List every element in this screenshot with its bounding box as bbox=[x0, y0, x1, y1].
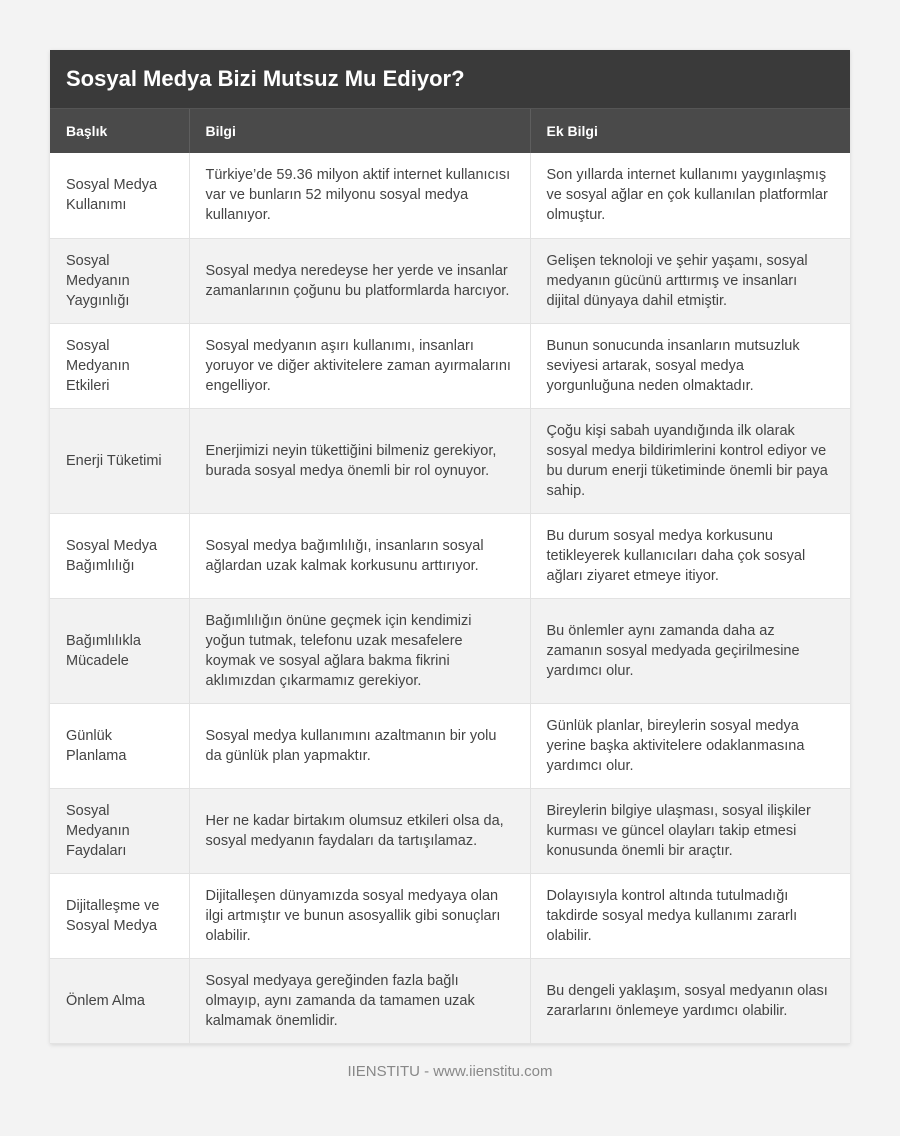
table-row: Sosyal Medya Kullanımı Türkiye’de 59.36 … bbox=[50, 153, 850, 239]
cell-baslik: Sosyal Medyanın Yaygınlığı bbox=[50, 238, 190, 324]
cell-ek-bilgi: Çoğu kişi sabah uyandığında ilk olarak s… bbox=[530, 408, 850, 514]
cell-bilgi: Enerjimizi neyin tükettiğini bilmeniz ge… bbox=[189, 408, 531, 514]
cell-ek-bilgi: Bireylerin bilgiye ulaşması, sosyal iliş… bbox=[530, 788, 850, 874]
cell-bilgi: Sosyal medya kullanımını azaltmanın bir … bbox=[189, 703, 531, 789]
content-card: Sosyal Medya Bizi Mutsuz Mu Ediyor? Başl… bbox=[50, 50, 850, 1044]
table-row: Önlem Alma Sosyal medyaya gereğinden faz… bbox=[50, 958, 850, 1044]
cell-baslik: Bağımlılıkla Mücadele bbox=[50, 598, 190, 704]
cell-baslik: Sosyal Medyanın Faydaları bbox=[50, 788, 190, 874]
cell-ek-bilgi: Gelişen teknoloji ve şehir yaşamı, sosya… bbox=[530, 238, 850, 324]
cell-baslik: Önlem Alma bbox=[50, 958, 190, 1044]
cell-ek-bilgi: Bu önlemler aynı zamanda daha az zamanın… bbox=[530, 598, 850, 704]
cell-ek-bilgi: Son yıllarda internet kullanımı yaygınla… bbox=[530, 153, 850, 239]
table-row: Günlük Planlama Sosyal medya kullanımını… bbox=[50, 703, 850, 789]
table-header-row: Başlık Bilgi Ek Bilgi bbox=[50, 109, 850, 153]
cell-bilgi: Her ne kadar birtakım olumsuz etkileri o… bbox=[189, 788, 531, 874]
column-header-ek-bilgi: Ek Bilgi bbox=[530, 109, 850, 153]
cell-baslik: Sosyal Medya Kullanımı bbox=[50, 153, 190, 239]
table-row: Sosyal Medyanın Etkileri Sosyal medyanın… bbox=[50, 323, 850, 409]
table-row: Bağımlılıkla Mücadele Bağımlılığın önüne… bbox=[50, 598, 850, 704]
column-header-baslik: Başlık bbox=[50, 109, 190, 153]
table-row: Sosyal Medya Bağımlılığı Sosyal medya ba… bbox=[50, 513, 850, 599]
info-table: Başlık Bilgi Ek Bilgi Sosyal Medya Kulla… bbox=[50, 109, 850, 1044]
cell-bilgi: Sosyal medya bağımlılığı, insanların sos… bbox=[189, 513, 531, 599]
cell-baslik: Sosyal Medyanın Etkileri bbox=[50, 323, 190, 409]
cell-bilgi: Sosyal medya neredeyse her yerde ve insa… bbox=[189, 238, 531, 324]
cell-ek-bilgi: Dolayısıyla kontrol altında tutulmadığı … bbox=[530, 873, 850, 959]
page-title: Sosyal Medya Bizi Mutsuz Mu Ediyor? bbox=[50, 50, 850, 109]
column-header-bilgi: Bilgi bbox=[189, 109, 531, 153]
cell-ek-bilgi: Bunun sonucunda insanların mutsuzluk sev… bbox=[530, 323, 850, 409]
cell-bilgi: Türkiye’de 59.36 milyon aktif internet k… bbox=[189, 153, 531, 239]
cell-baslik: Dijitalleşme ve Sosyal Medya bbox=[50, 873, 190, 959]
cell-baslik: Günlük Planlama bbox=[50, 703, 190, 789]
cell-bilgi: Bağımlılığın önüne geçmek için kendimizi… bbox=[189, 598, 531, 704]
cell-baslik: Sosyal Medya Bağımlılığı bbox=[50, 513, 190, 599]
table-row: Dijitalleşme ve Sosyal Medya Dijitalleşe… bbox=[50, 873, 850, 959]
table-row: Sosyal Medyanın Yaygınlığı Sosyal medya … bbox=[50, 238, 850, 324]
table-row: Sosyal Medyanın Faydaları Her ne kadar b… bbox=[50, 788, 850, 874]
cell-ek-bilgi: Günlük planlar, bireylerin sosyal medya … bbox=[530, 703, 850, 789]
cell-baslik: Enerji Tüketimi bbox=[50, 408, 190, 514]
table-row: Enerji Tüketimi Enerjimizi neyin tüketti… bbox=[50, 408, 850, 514]
footer-credit: IIENSTITU - www.iienstitu.com bbox=[347, 1063, 553, 1080]
cell-bilgi: Sosyal medyanın aşırı kullanımı, insanla… bbox=[189, 323, 531, 409]
cell-bilgi: Sosyal medyaya gereğinden fazla bağlı ol… bbox=[189, 958, 531, 1044]
cell-bilgi: Dijitalleşen dünyamızda sosyal medyaya o… bbox=[189, 873, 531, 959]
cell-ek-bilgi: Bu dengeli yaklaşım, sosyal medyanın ola… bbox=[530, 958, 850, 1044]
cell-ek-bilgi: Bu durum sosyal medya korkusunu tetikley… bbox=[530, 513, 850, 599]
